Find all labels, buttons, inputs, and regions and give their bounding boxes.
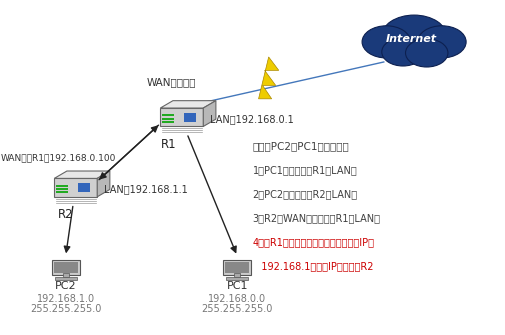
- Text: LAN：192.168.0.1: LAN：192.168.0.1: [210, 114, 293, 124]
- Polygon shape: [203, 101, 216, 127]
- Polygon shape: [259, 57, 279, 99]
- Bar: [57, 185, 68, 187]
- Text: 要实现PC2和PC1的相互通讯: 要实现PC2和PC1的相互通讯: [252, 141, 349, 151]
- Polygon shape: [97, 171, 110, 197]
- Text: 2．PC2的网关指向R2的LAN口: 2．PC2的网关指向R2的LAN口: [252, 189, 358, 199]
- Text: 3．R2的WAN口网关指向R1的LAN口: 3．R2的WAN口网关指向R1的LAN口: [252, 213, 380, 223]
- Text: WAN口接外网: WAN口接外网: [146, 77, 196, 87]
- Text: PC2: PC2: [55, 281, 76, 291]
- Text: 192.168.1网段的IP包转发到R2: 192.168.1网段的IP包转发到R2: [252, 261, 374, 271]
- Bar: [225, 262, 249, 273]
- Bar: [52, 260, 80, 275]
- Bar: [163, 118, 174, 120]
- Bar: [63, 273, 69, 277]
- Bar: [226, 277, 248, 280]
- Text: WAN口接R1的192.168.0.100: WAN口接R1的192.168.0.100: [1, 153, 116, 162]
- Bar: [163, 121, 174, 123]
- Polygon shape: [161, 101, 216, 108]
- Bar: [57, 188, 68, 190]
- Text: 192.168.1.0: 192.168.1.0: [36, 294, 95, 304]
- Text: 255.255.255.0: 255.255.255.0: [30, 304, 102, 314]
- Text: 255.255.255.0: 255.255.255.0: [201, 304, 273, 314]
- Text: 192.168.0.0: 192.168.0.0: [208, 294, 267, 304]
- Text: Internet: Internet: [386, 34, 437, 44]
- Text: PC1: PC1: [227, 281, 248, 291]
- Circle shape: [381, 15, 447, 59]
- FancyBboxPatch shape: [54, 179, 97, 197]
- Text: R2: R2: [58, 208, 73, 221]
- Text: R1: R1: [162, 138, 177, 151]
- Polygon shape: [54, 171, 110, 178]
- FancyBboxPatch shape: [161, 108, 203, 127]
- Text: 1．PC1的网关指向R1的LAN口: 1．PC1的网关指向R1的LAN口: [252, 165, 357, 175]
- Bar: [57, 191, 68, 194]
- Bar: [223, 260, 251, 275]
- Text: 4．在R1上指定一条静态路由，使目的IP为: 4．在R1上指定一条静态路由，使目的IP为: [252, 237, 375, 247]
- Bar: [163, 114, 174, 117]
- Bar: [234, 273, 240, 277]
- Bar: [55, 277, 77, 280]
- Circle shape: [406, 39, 448, 67]
- Text: LAN：192.168.1.1: LAN：192.168.1.1: [104, 184, 187, 194]
- Circle shape: [382, 38, 424, 66]
- Bar: [184, 113, 196, 122]
- Bar: [54, 262, 78, 273]
- Circle shape: [362, 26, 411, 58]
- Bar: [78, 183, 90, 192]
- Circle shape: [418, 26, 466, 58]
